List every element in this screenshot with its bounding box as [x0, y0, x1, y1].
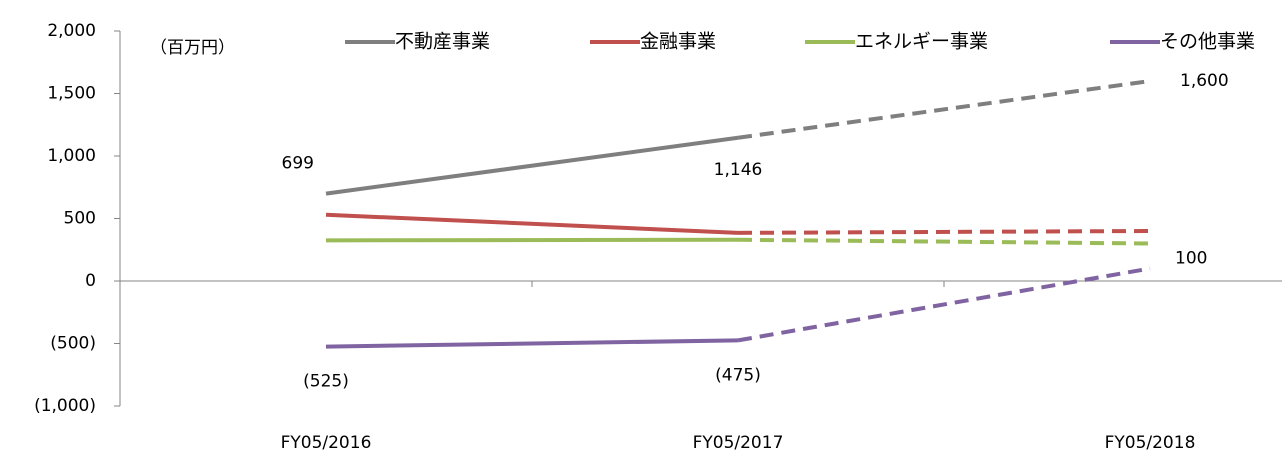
- y-tick-label: 0: [85, 271, 96, 291]
- legend-label: エネルギー事業: [855, 31, 988, 53]
- line: [325, 338, 739, 349]
- x-tick-label: FY05/2016: [281, 433, 372, 453]
- y-tick-label: 1,000: [47, 146, 96, 166]
- line-dashed: [737, 229, 1151, 235]
- data-label: 1,600: [1180, 71, 1229, 91]
- data-label: 100: [1175, 249, 1207, 269]
- y-tick-label: 2,000: [47, 21, 96, 41]
- line-dashed: [737, 79, 1151, 140]
- legend-label: その他事業: [1160, 31, 1255, 53]
- y-unit-label: （百万円）: [150, 38, 235, 58]
- y-tick-label: (500): [50, 334, 96, 354]
- data-label: (475): [715, 365, 761, 385]
- legend-label: 金融事業: [640, 31, 716, 53]
- line: [325, 237, 739, 243]
- line: [325, 212, 739, 235]
- data-label: 699: [282, 154, 314, 174]
- data-label: 1,146: [714, 160, 763, 180]
- x-tick-label: FY05/2018: [1105, 433, 1196, 453]
- line: [325, 135, 739, 196]
- line-dashed: [737, 266, 1151, 343]
- line-dashed: [737, 237, 1151, 246]
- y-tick-label: 1,500: [47, 84, 96, 104]
- y-tick-label: (1,000): [34, 396, 96, 416]
- data-label: (525): [303, 372, 349, 392]
- legend-label: 不動産事業: [395, 31, 490, 53]
- x-tick-label: FY05/2017: [693, 433, 784, 453]
- y-tick-label: 500: [64, 209, 96, 229]
